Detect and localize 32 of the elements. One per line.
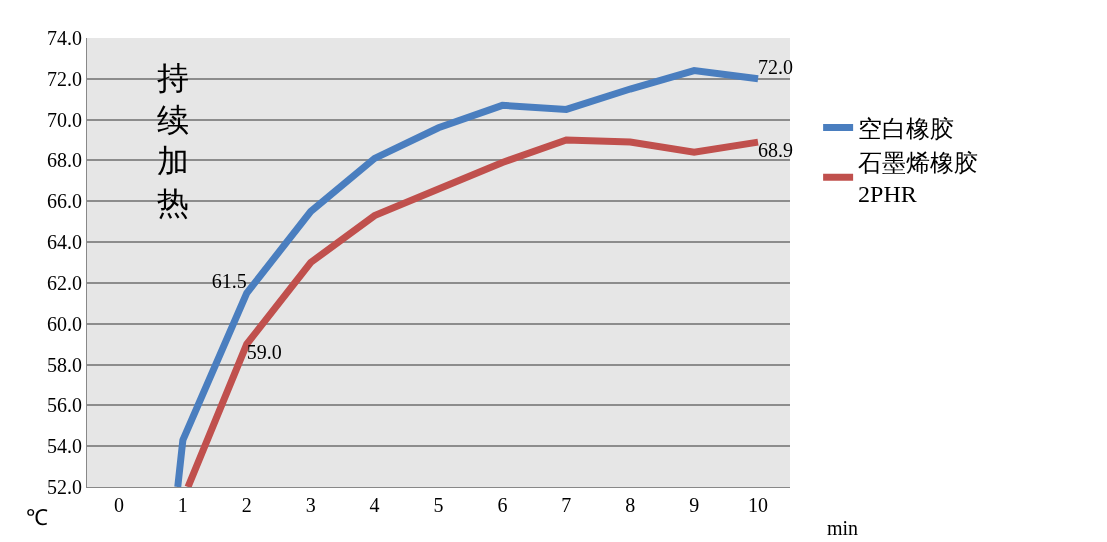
x-tick-label: 3 bbox=[305, 494, 316, 516]
data-label: 68.9 bbox=[758, 139, 794, 162]
text: 66.0 bbox=[47, 190, 82, 213]
text: 64.0 bbox=[47, 231, 82, 254]
x-tick-label: 2 bbox=[241, 494, 252, 516]
text: 70.0 bbox=[47, 108, 82, 131]
x-tick-label: 0 bbox=[113, 494, 124, 516]
x-axis-title: min bbox=[827, 517, 859, 539]
text: 54.0 bbox=[47, 435, 82, 458]
text: 52.0 bbox=[47, 476, 82, 498]
x-tick-label: 4 bbox=[369, 494, 380, 516]
x-tick-label: 7 bbox=[561, 494, 572, 516]
text: 56.0 bbox=[47, 394, 82, 417]
x-tick-label: 6 bbox=[497, 494, 508, 516]
text: 62.0 bbox=[47, 271, 82, 294]
legend-label: 石墨烯橡胶 2PHR bbox=[858, 150, 979, 208]
x-tick-label: 1 bbox=[177, 494, 188, 516]
x-tick-label: 5 bbox=[433, 494, 444, 516]
x-tick-label: 8 bbox=[625, 494, 636, 516]
y-axis-title: ℃ bbox=[26, 505, 48, 530]
data-label: 61.5 bbox=[211, 270, 247, 293]
text: 58.0 bbox=[47, 353, 82, 376]
legend-label: 空白橡胶 bbox=[858, 115, 955, 142]
text: 68.0 bbox=[47, 149, 82, 172]
x-tick-label: 9 bbox=[689, 494, 700, 516]
data-label: 59.0 bbox=[246, 341, 282, 364]
text: 74.0 bbox=[47, 27, 82, 49]
annotation: 持续加热 bbox=[157, 60, 189, 221]
x-tick-label: 10 bbox=[748, 494, 769, 516]
data-label: 72.0 bbox=[758, 55, 794, 78]
text: 72.0 bbox=[47, 67, 82, 90]
text: 60.0 bbox=[47, 312, 82, 335]
